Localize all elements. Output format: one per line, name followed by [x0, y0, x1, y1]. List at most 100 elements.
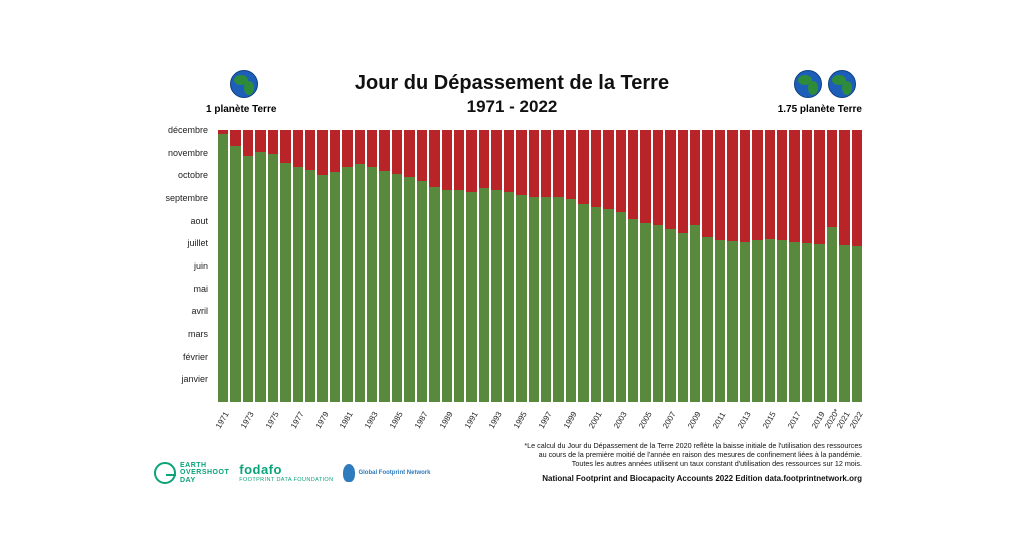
bar-overshoot-segment [305, 130, 315, 170]
bar-biocapacity-segment [852, 246, 862, 402]
x-tick-label: 1997 [537, 410, 554, 430]
eod-text: EARTH OVERSHOOT DAY [180, 462, 229, 484]
bar [616, 130, 626, 402]
bar-biocapacity-segment [404, 177, 414, 402]
bar-biocapacity-segment [268, 154, 278, 402]
bar-overshoot-segment [504, 130, 514, 192]
bar [740, 130, 750, 402]
logo-row: EARTH OVERSHOOT DAY fodafo FOOTPRINT DAT… [154, 462, 430, 484]
y-label: janvier [181, 374, 208, 384]
bar [367, 130, 377, 402]
bar-overshoot-segment [466, 130, 476, 192]
bar-overshoot-segment [379, 130, 389, 171]
bar-biocapacity-segment [379, 171, 389, 402]
logo-earth-overshoot-day: EARTH OVERSHOOT DAY [154, 462, 229, 484]
bar-biocapacity-segment [466, 192, 476, 402]
bar-biocapacity-segment [678, 233, 688, 402]
y-label: juin [194, 261, 208, 271]
bar-overshoot-segment [752, 130, 762, 240]
bar [752, 130, 762, 402]
fodafo-word: fodafo [239, 462, 333, 477]
earth-icon-right-2 [828, 70, 856, 98]
x-tick-label: 2007 [661, 410, 678, 430]
gfn-text: Global Footprint Network [358, 470, 430, 476]
bar [516, 130, 526, 402]
y-axis: décembrenovembreoctobreseptembreaoutjuil… [148, 130, 214, 402]
eod-ring-icon [154, 462, 176, 484]
bar-overshoot-segment [715, 130, 725, 240]
bar-overshoot-segment [603, 130, 613, 209]
fodafo-sub: FOOTPRINT DATA FOUNDATION [239, 477, 333, 483]
bar [417, 130, 427, 402]
bar-biocapacity-segment [727, 241, 737, 402]
bar-overshoot-segment [442, 130, 452, 190]
eod-line2: OVERSHOOT [180, 469, 229, 476]
footnote-line2: au cours de la première moitié de l'anné… [444, 450, 862, 459]
bar [603, 130, 613, 402]
bar-overshoot-segment [678, 130, 688, 233]
x-tick-label: 1989 [438, 410, 455, 430]
bar-biocapacity-segment [230, 146, 240, 402]
bar [541, 130, 551, 402]
bar-biocapacity-segment [367, 167, 377, 402]
bar [255, 130, 265, 402]
bar-overshoot-segment [740, 130, 750, 242]
bar-overshoot-segment [702, 130, 712, 237]
bar [230, 130, 240, 402]
bar-biocapacity-segment [305, 170, 315, 402]
bar-overshoot-segment [578, 130, 588, 204]
bar-overshoot-segment [342, 130, 352, 167]
bar [777, 130, 787, 402]
bar [454, 130, 464, 402]
bar-biocapacity-segment [330, 172, 340, 402]
y-label: septembre [165, 193, 208, 203]
bar-overshoot-segment [317, 130, 327, 175]
bar [566, 130, 576, 402]
bar-overshoot-segment [814, 130, 824, 244]
y-label: mai [193, 284, 208, 294]
bar-biocapacity-segment [765, 239, 775, 402]
bar-biocapacity-segment [355, 164, 365, 402]
bar [317, 130, 327, 402]
x-tick-label: 1979 [314, 410, 331, 430]
bar-biocapacity-segment [628, 219, 638, 402]
bar [404, 130, 414, 402]
bar-overshoot-segment [616, 130, 626, 212]
bar-overshoot-segment [293, 130, 303, 167]
bar-overshoot-segment [553, 130, 563, 197]
bar [466, 130, 476, 402]
bar-biocapacity-segment [715, 240, 725, 402]
bar-biocapacity-segment [591, 207, 601, 402]
bar-biocapacity-segment [541, 197, 551, 402]
bar-biocapacity-segment [702, 237, 712, 402]
x-tick-label: 2013 [736, 410, 753, 430]
bar-overshoot-segment [516, 130, 526, 195]
bar-overshoot-segment [330, 130, 340, 172]
bar-biocapacity-segment [491, 190, 501, 402]
logo-global-footprint-network: Global Footprint Network [343, 464, 430, 482]
bar-overshoot-segment [827, 130, 837, 227]
bar-overshoot-segment [529, 130, 539, 197]
bar [802, 130, 812, 402]
bar [690, 130, 700, 402]
bar-overshoot-segment [777, 130, 787, 240]
bar-biocapacity-segment [417, 181, 427, 402]
bar-overshoot-segment [230, 130, 240, 146]
right-planet-label: 1.75 planète Terre [778, 104, 862, 115]
bar-overshoot-segment [802, 130, 812, 243]
bar [504, 130, 514, 402]
bar [814, 130, 824, 402]
bar-overshoot-segment [479, 130, 489, 188]
bar [392, 130, 402, 402]
bar [715, 130, 725, 402]
bar [268, 130, 278, 402]
bar-overshoot-segment [852, 130, 862, 246]
earth-icon-right-1 [794, 70, 822, 98]
bar-overshoot-segment [367, 130, 377, 167]
logo-fodafo: fodafo FOOTPRINT DATA FOUNDATION [239, 462, 333, 483]
bar-overshoot-segment [566, 130, 576, 199]
bar-biocapacity-segment [454, 190, 464, 402]
bar-biocapacity-segment [255, 152, 265, 402]
bar-overshoot-segment [280, 130, 290, 163]
footnote-block: *Le calcul du Jour du Dépassement de la … [444, 441, 862, 484]
